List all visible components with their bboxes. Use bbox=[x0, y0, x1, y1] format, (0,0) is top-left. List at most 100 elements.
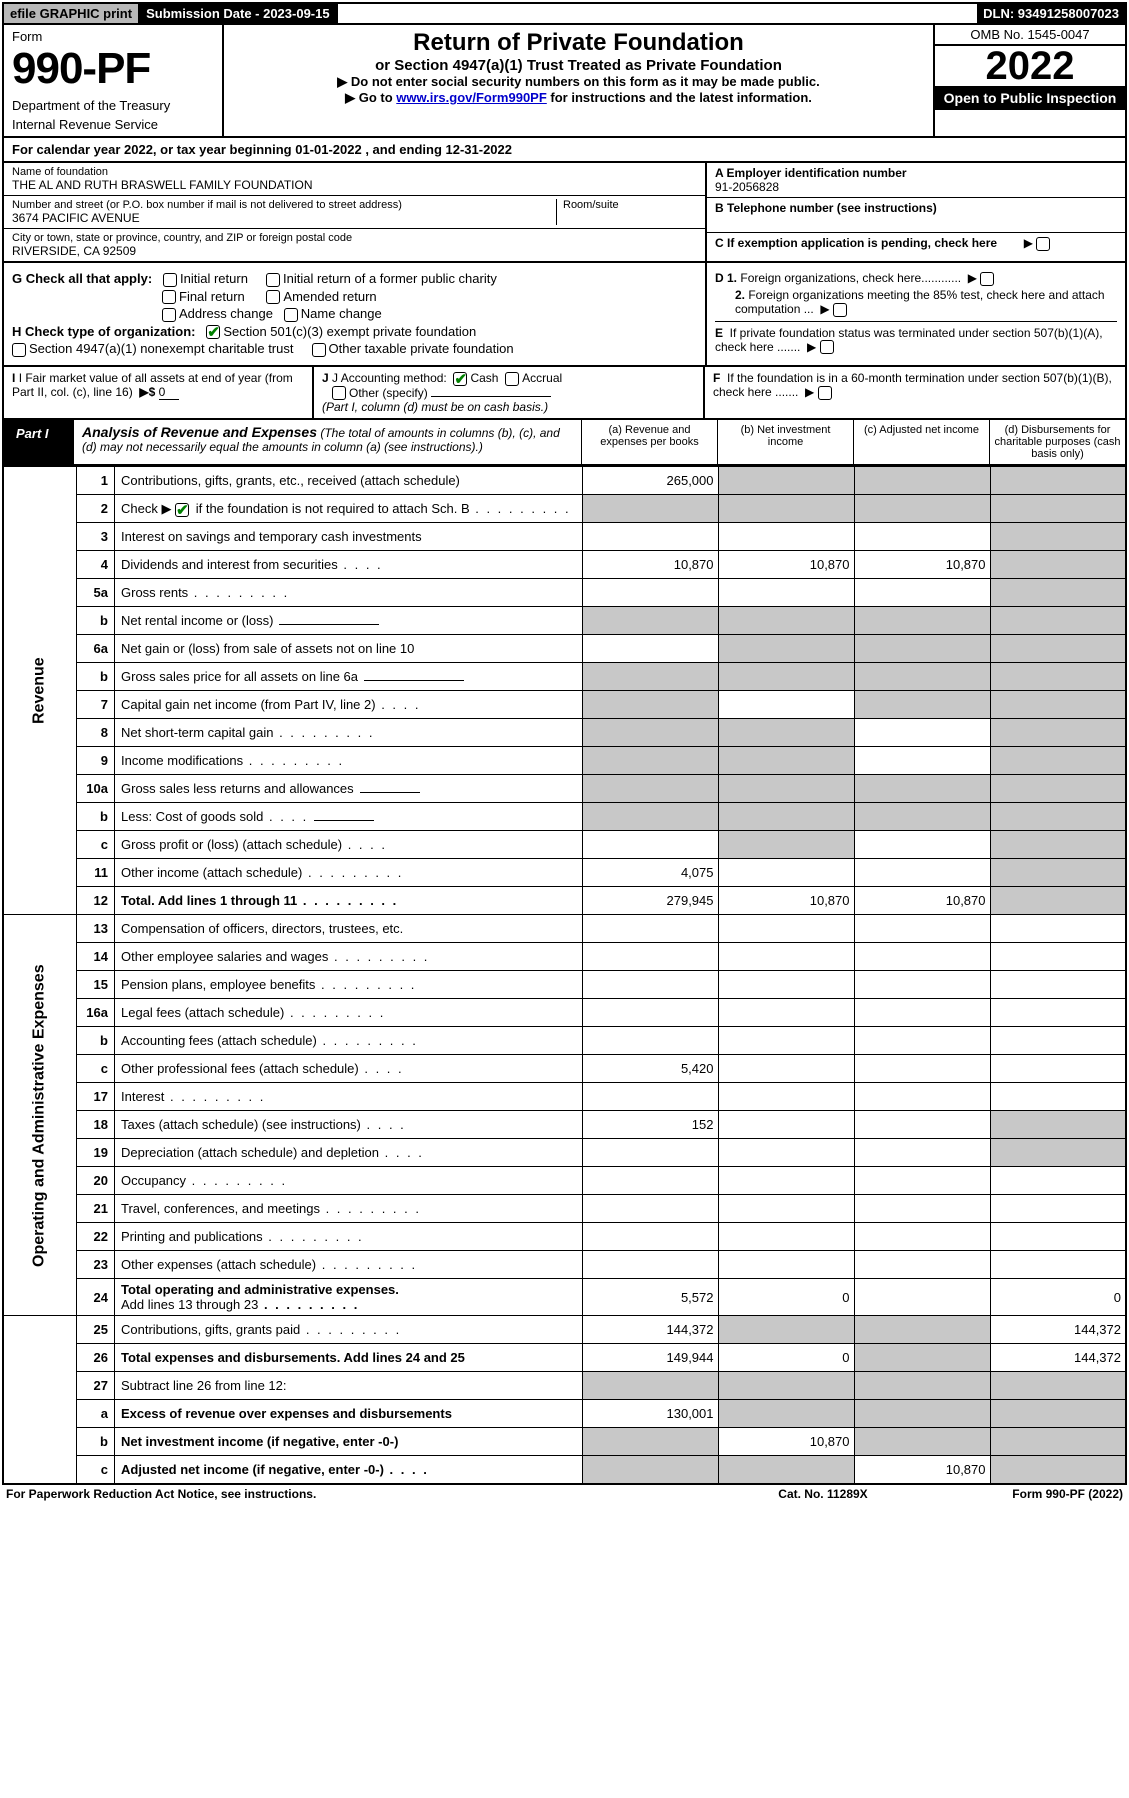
d2-cb[interactable] bbox=[833, 303, 847, 317]
opex-section-label: Operating and Administrative Expenses bbox=[3, 915, 77, 1316]
entity-info: Name of foundation THE AL AND RUTH BRASW… bbox=[2, 163, 1127, 263]
foundation-name: THE AL AND RUTH BRASWELL FAMILY FOUNDATI… bbox=[12, 178, 697, 192]
form-header: Form 990-PF Department of the Treasury I… bbox=[2, 25, 1127, 138]
cat-number: Cat. No. 11289X bbox=[723, 1487, 923, 1501]
row-10a-input[interactable] bbox=[360, 792, 420, 793]
row-12-b: 10,870 bbox=[718, 887, 854, 915]
part1-label: Part I bbox=[4, 420, 74, 464]
501c3-cb[interactable] bbox=[206, 325, 220, 339]
ein-label: A Employer identification number bbox=[715, 166, 1117, 180]
initial-return-label: Initial return bbox=[180, 271, 248, 286]
final-return-cb[interactable] bbox=[162, 290, 176, 304]
part1-header: Part I Analysis of Revenue and Expenses … bbox=[2, 420, 1127, 466]
other-method-cb[interactable] bbox=[332, 386, 346, 400]
accrual-cb[interactable] bbox=[505, 372, 519, 386]
accrual-label: Accrual bbox=[522, 371, 562, 385]
addr-label: Number and street (or P.O. box number if… bbox=[12, 199, 550, 211]
row-1-a: 265,000 bbox=[582, 467, 718, 495]
4947a1-cb[interactable] bbox=[12, 343, 26, 357]
row-27c-c: 10,870 bbox=[854, 1456, 990, 1484]
phone-label: B Telephone number (see instructions) bbox=[715, 201, 1117, 215]
address-change-cb[interactable] bbox=[162, 308, 176, 322]
row-27c-desc: Adjusted net income (if negative, enter … bbox=[115, 1456, 583, 1484]
row-26-desc: Total expenses and disbursements. Add li… bbox=[115, 1344, 583, 1372]
form-title: Return of Private Foundation bbox=[232, 29, 925, 57]
row-16b-desc: Accounting fees (attach schedule) bbox=[115, 1027, 583, 1055]
ssn-note: ▶ Do not enter social security numbers o… bbox=[232, 74, 925, 90]
h-label: H Check type of organization: bbox=[12, 324, 195, 339]
501c3-label: Section 501(c)(3) exempt private foundat… bbox=[223, 324, 476, 339]
row-10a-desc: Gross sales less returns and allowances bbox=[115, 775, 583, 803]
row-27a-desc: Excess of revenue over expenses and disb… bbox=[115, 1400, 583, 1428]
row-16a-desc: Legal fees (attach schedule) bbox=[115, 999, 583, 1027]
part1-title: Analysis of Revenue and Expenses bbox=[82, 424, 317, 440]
row-1-desc: Contributions, gifts, grants, etc., rece… bbox=[115, 467, 583, 495]
initial-former-cb[interactable] bbox=[266, 273, 280, 287]
e-cb[interactable] bbox=[820, 340, 834, 354]
cash-cb[interactable] bbox=[453, 372, 467, 386]
row-24-a: 5,572 bbox=[582, 1279, 718, 1316]
goto-post: for instructions and the latest informat… bbox=[547, 90, 812, 105]
open-public-inspection: Open to Public Inspection bbox=[935, 86, 1125, 110]
row-12-desc: Total. Add lines 1 through 11 bbox=[115, 887, 583, 915]
row-4-desc: Dividends and interest from securities bbox=[115, 551, 583, 579]
row-6b-desc: Gross sales price for all assets on line… bbox=[115, 663, 583, 691]
row-25-a: 144,372 bbox=[582, 1316, 718, 1344]
amended-return-cb[interactable] bbox=[266, 290, 280, 304]
street-address: 3674 PACIFIC AVENUE bbox=[12, 211, 550, 225]
amended-return-label: Amended return bbox=[283, 289, 376, 304]
top-bar: efile GRAPHIC print Submission Date - 20… bbox=[2, 2, 1127, 25]
f-cb[interactable] bbox=[818, 386, 832, 400]
omb-number: OMB No. 1545-0047 bbox=[935, 25, 1125, 46]
submission-date: Submission Date - 2023-09-15 bbox=[140, 4, 338, 23]
form-label: Form bbox=[12, 29, 214, 44]
row-2-desc: Check ▶ if the foundation is not require… bbox=[115, 495, 583, 523]
row-26-d: 144,372 bbox=[990, 1344, 1126, 1372]
irs-link[interactable]: www.irs.gov/Form990PF bbox=[396, 90, 547, 105]
row-23-desc: Other expenses (attach schedule) bbox=[115, 1251, 583, 1279]
row-16c-desc: Other professional fees (attach schedule… bbox=[115, 1055, 583, 1083]
row-27-desc: Subtract line 26 from line 12: bbox=[115, 1372, 583, 1400]
initial-former-label: Initial return of a former public charit… bbox=[283, 271, 497, 286]
room-label: Room/suite bbox=[563, 199, 697, 211]
name-change-label: Name change bbox=[301, 306, 382, 321]
col-a-header: (a) Revenue and expenses per books bbox=[581, 420, 717, 464]
efile-print-label[interactable]: efile GRAPHIC print bbox=[4, 4, 140, 23]
g-label: G Check all that apply: bbox=[12, 271, 152, 286]
acct-method-label: J Accounting method: bbox=[332, 371, 447, 385]
row-6b-input[interactable] bbox=[364, 680, 464, 681]
row-20-desc: Occupancy bbox=[115, 1167, 583, 1195]
row-5b-desc: Net rental income or (loss) bbox=[115, 607, 583, 635]
d1-cb[interactable] bbox=[980, 272, 994, 286]
dln: DLN: 93491258007023 bbox=[977, 4, 1125, 23]
tax-year: 2022 bbox=[935, 46, 1125, 86]
initial-return-cb[interactable] bbox=[163, 273, 177, 287]
row-18-a: 152 bbox=[582, 1111, 718, 1139]
exemption-checkbox[interactable] bbox=[1036, 237, 1050, 251]
page-footer: For Paperwork Reduction Act Notice, see … bbox=[2, 1485, 1127, 1503]
form-subtitle: or Section 4947(a)(1) Trust Treated as P… bbox=[232, 57, 925, 74]
row-4-b: 10,870 bbox=[718, 551, 854, 579]
row-25-desc: Contributions, gifts, grants paid bbox=[115, 1316, 583, 1344]
row-16c-a: 5,420 bbox=[582, 1055, 718, 1083]
other-method-label: Other (specify) bbox=[349, 386, 428, 400]
row-17-desc: Interest bbox=[115, 1083, 583, 1111]
4947a1-label: Section 4947(a)(1) nonexempt charitable … bbox=[29, 341, 293, 356]
dept-treasury: Department of the Treasury bbox=[12, 98, 214, 113]
row-12-a: 279,945 bbox=[582, 887, 718, 915]
revenue-section-label: Revenue bbox=[3, 467, 77, 915]
other-method-input[interactable] bbox=[431, 396, 551, 397]
row-27b-b: 10,870 bbox=[718, 1428, 854, 1456]
check-section-gh: G Check all that apply: Initial return I… bbox=[2, 263, 1127, 367]
row-10b-input[interactable] bbox=[314, 820, 374, 821]
name-change-cb[interactable] bbox=[284, 308, 298, 322]
row-8-desc: Net short-term capital gain bbox=[115, 719, 583, 747]
col-b-header: (b) Net investment income bbox=[717, 420, 853, 464]
ein-value: 91-2056828 bbox=[715, 180, 1117, 194]
row-9-desc: Income modifications bbox=[115, 747, 583, 775]
row-26-a: 149,944 bbox=[582, 1344, 718, 1372]
row-10b-desc: Less: Cost of goods sold bbox=[115, 803, 583, 831]
row-5b-input[interactable] bbox=[279, 624, 379, 625]
sch-b-cb[interactable] bbox=[175, 503, 189, 517]
other-taxable-cb[interactable] bbox=[312, 343, 326, 357]
